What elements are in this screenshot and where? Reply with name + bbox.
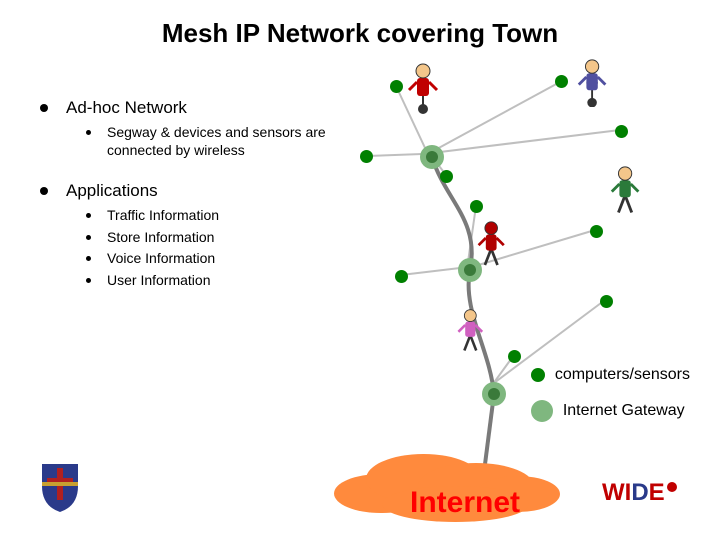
sensor-node-icon — [360, 150, 373, 163]
sensor-node-icon — [390, 80, 403, 93]
bullet-text: Store Information — [107, 229, 214, 247]
wide-logo-letter: E — [649, 479, 665, 507]
bullet-level2: Traffic Information — [86, 207, 380, 225]
legend-label: Internet Gateway — [563, 402, 685, 420]
bullet-text: Ad-hoc Network — [66, 98, 187, 118]
legend-item: computers/sensors — [531, 366, 690, 384]
bullet-text: Traffic Information — [107, 207, 219, 225]
sensor-node-icon — [590, 225, 603, 238]
wide-logo-dot-icon — [667, 482, 677, 492]
bullet-level1: Applications — [40, 181, 380, 201]
keio-logo — [38, 460, 82, 514]
sensor-node-icon — [440, 170, 453, 183]
bullet-dot-icon — [86, 130, 91, 135]
bullet-text: Voice Information — [107, 250, 215, 268]
slide-title: Mesh IP Network covering Town — [0, 18, 720, 49]
mesh-diagram — [360, 70, 690, 400]
internet-label: Internet — [410, 486, 520, 520]
wide-logo: WIDE — [602, 476, 686, 510]
person-icon — [475, 220, 507, 267]
bullet-level2: Segway & devices and sensors are connect… — [86, 124, 380, 159]
person-icon — [575, 58, 609, 107]
bullet-level2: Voice Information — [86, 250, 380, 268]
bullet-level2: User Information — [86, 272, 380, 290]
legend-dot-icon — [531, 400, 553, 422]
legend: computers/sensors Internet Gateway — [531, 366, 690, 438]
legend-label: computers/sensors — [555, 366, 690, 384]
bullet-text: User Information — [107, 272, 210, 290]
sensor-node-icon — [615, 125, 628, 138]
sensor-node-icon — [555, 75, 568, 88]
legend-dot-icon — [531, 368, 545, 382]
person-icon — [405, 62, 441, 114]
legend-item: Internet Gateway — [531, 400, 690, 422]
sensor-node-icon — [600, 295, 613, 308]
bullet-level1: Ad-hoc Network — [40, 98, 380, 118]
person-icon — [608, 165, 642, 214]
bullet-dot-icon — [86, 278, 91, 283]
wide-logo-letter: D — [631, 479, 648, 507]
sensor-node-icon — [395, 270, 408, 283]
bullet-level2: Store Information — [86, 229, 380, 247]
bullet-list: Ad-hoc Network Segway & devices and senso… — [40, 98, 380, 293]
bullet-dot-icon — [86, 235, 91, 240]
person-icon — [455, 308, 486, 352]
bullet-text: Applications — [66, 181, 158, 201]
wide-logo-letter: W — [602, 479, 625, 507]
sensor-node-icon — [508, 350, 521, 363]
bullet-dot-icon — [86, 256, 91, 261]
bullet-dot-icon — [40, 104, 48, 112]
bullet-dot-icon — [86, 213, 91, 218]
bullet-dot-icon — [40, 187, 48, 195]
wide-logo-letter: I — [625, 479, 632, 507]
sensor-node-icon — [470, 200, 483, 213]
bullet-text: Segway & devices and sensors are connect… — [107, 124, 380, 159]
